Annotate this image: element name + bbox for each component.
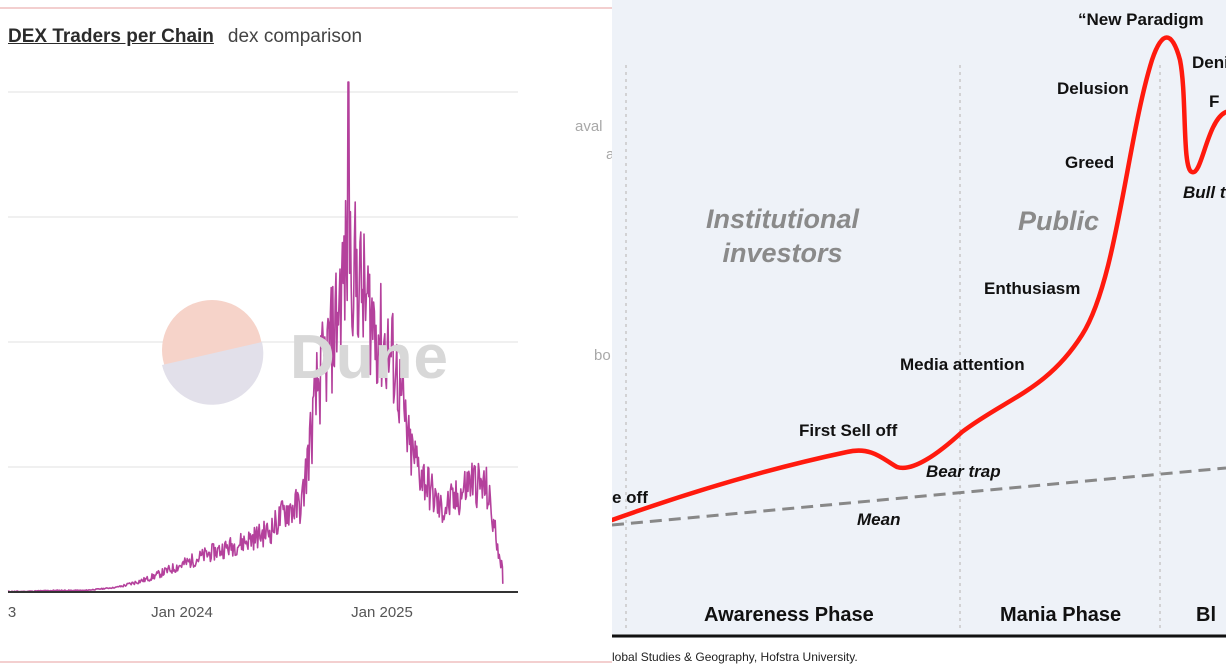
annotation-new-paradigm: “New Paradigm [1078,10,1204,29]
blow-off-phase-label: Bl [1196,604,1216,626]
dune-logo-icon [162,300,264,405]
mania-phase-label: Mania Phase [1000,604,1122,626]
bubble-price-curve [612,35,1226,523]
dex-chart-canvas [0,7,612,663]
source-credit: lobal Studies & Geography, Hofstra Unive… [612,650,858,664]
side-text-fragment-1: aval [575,118,603,135]
side-text-fragment-3: bo [594,347,611,364]
annotation-delusion: Delusion [1057,79,1129,98]
awareness-phase-label: Awareness Phase [704,604,874,626]
bubble-stages-canvas [612,35,1226,668]
dex-traders-series-line [7,81,504,593]
dex-chart-panel: DEX Traders per Chain dex comparison aval… [0,0,612,668]
annotation-greed: Greed [1065,153,1115,172]
gridlines [8,91,518,468]
annotation-first-sell-off: First Sell off [799,421,898,440]
public-label: Public [1018,206,1100,236]
annotation-stealth-sell-off: e off [612,488,648,507]
annotation-enthusiasm: Enthusiasm [984,279,1081,298]
chart-title-link[interactable]: DEX Traders per Chain [8,26,214,47]
chart-title-row: DEX Traders per Chain dex comparison [8,26,362,48]
annotation-fear-fragment: F [1209,92,1220,111]
x-tick-label: Jan 2025 [351,604,413,621]
annotation-mean: Mean [857,510,901,529]
chart-subtitle: dex comparison [227,26,363,47]
side-text-fragment-2: a [606,146,612,163]
x-tick-label: Jan 2024 [151,604,213,621]
institutional-investors-label: Institutional investors [706,204,859,268]
annotation-media-attention: Media attention [900,355,1025,374]
annotation-bull-trap: Bull trap [1183,183,1226,202]
dune-watermark-text: Dune [290,323,449,392]
annotation-bear-trap: Bear trap [926,462,1001,481]
annotation-denial: Deni [1192,53,1226,72]
bubble-stages-panel: Institutional investors Public “New Para… [612,0,1226,668]
source-footer-bg [612,638,1226,668]
mean-trend-line [612,466,1226,527]
x-tick-label: 3 [7,604,17,621]
